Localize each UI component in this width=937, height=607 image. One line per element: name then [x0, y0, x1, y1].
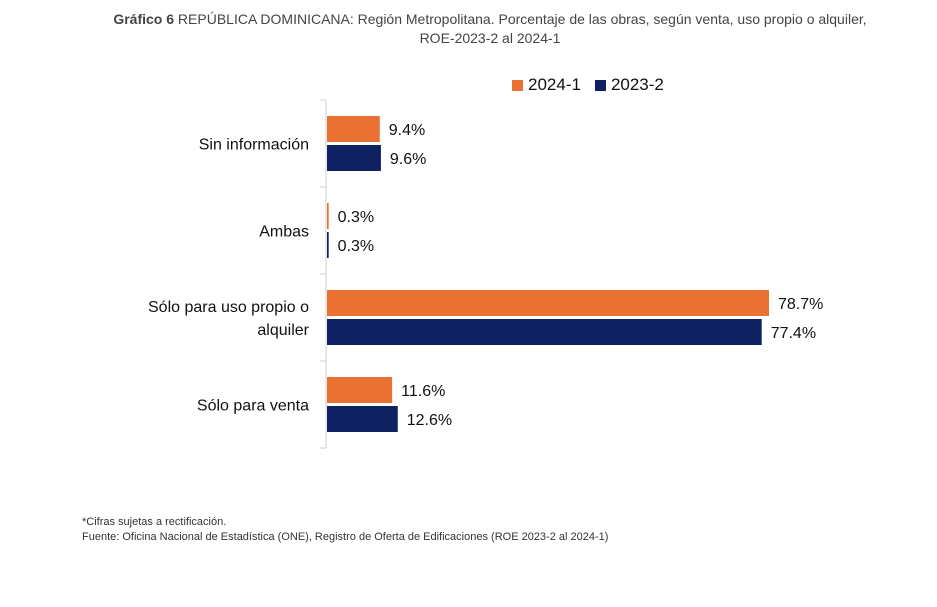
legend-item-2023-2: 2023-2 [594, 75, 664, 95]
legend-swatch-2024-1 [512, 79, 523, 91]
data-label-2023-2: 9.6% [390, 151, 426, 168]
bar-2023-2 [327, 319, 762, 345]
footnotes: *Cifras sujetas a rectificación. Fuente:… [82, 515, 608, 545]
category-label-line: alquiler [257, 322, 309, 339]
legend-label-2024-1: 2024-1 [528, 75, 581, 94]
category-label: Sólo para uso propio o alquiler [148, 299, 310, 339]
bar-2024-1 [327, 203, 329, 229]
legend-label-2023-2: 2023-2 [610, 75, 664, 94]
category-label-line: Sólo para uso propio o [148, 299, 309, 316]
category-label: Sólo para venta [197, 398, 309, 415]
bar-2023-2 [327, 145, 381, 171]
data-label-2024-1: 78.7% [778, 296, 823, 313]
category-label-line: Sin información [199, 137, 309, 154]
footnote-source: Fuente: Oficina Nacional de Estadística … [82, 531, 609, 543]
category-label-line: Ambas [259, 224, 309, 241]
data-label-2023-2: 0.3% [338, 238, 374, 255]
category-label: Ambas [259, 224, 309, 241]
data-label-2024-1: 11.6% [401, 383, 445, 400]
data-label-2023-2: 12.6% [407, 412, 452, 429]
chart-title-text: REPÚBLICA DOMINICANA: Región Metropolita… [174, 11, 867, 46]
legend-swatch-2023-2 [594, 79, 606, 91]
chart-title: Gráfico 6 REPÚBLICA DOMINICANA: Región M… [100, 10, 880, 48]
legend-item-2024-1: 2024-1 [512, 75, 581, 95]
bar-2023-2 [327, 232, 329, 258]
data-label-2024-1: 0.3% [338, 209, 374, 226]
footnote-note: *Cifras sujetas a rectificación. [82, 516, 227, 528]
category-label: Sin información [199, 137, 309, 154]
bar-2023-2 [327, 406, 398, 432]
data-label-2024-1: 9.4% [389, 122, 425, 139]
chart-title-lead: Gráfico 6 [113, 11, 175, 27]
chart-legend: 2024-1 2023-2 [512, 75, 678, 95]
bar-2024-1 [327, 377, 393, 403]
category-label-line: Sólo para venta [197, 398, 309, 415]
bar-2024-1 [327, 290, 769, 316]
bar-2024-1 [327, 116, 380, 142]
data-label-2023-2: 77.4% [771, 325, 816, 342]
